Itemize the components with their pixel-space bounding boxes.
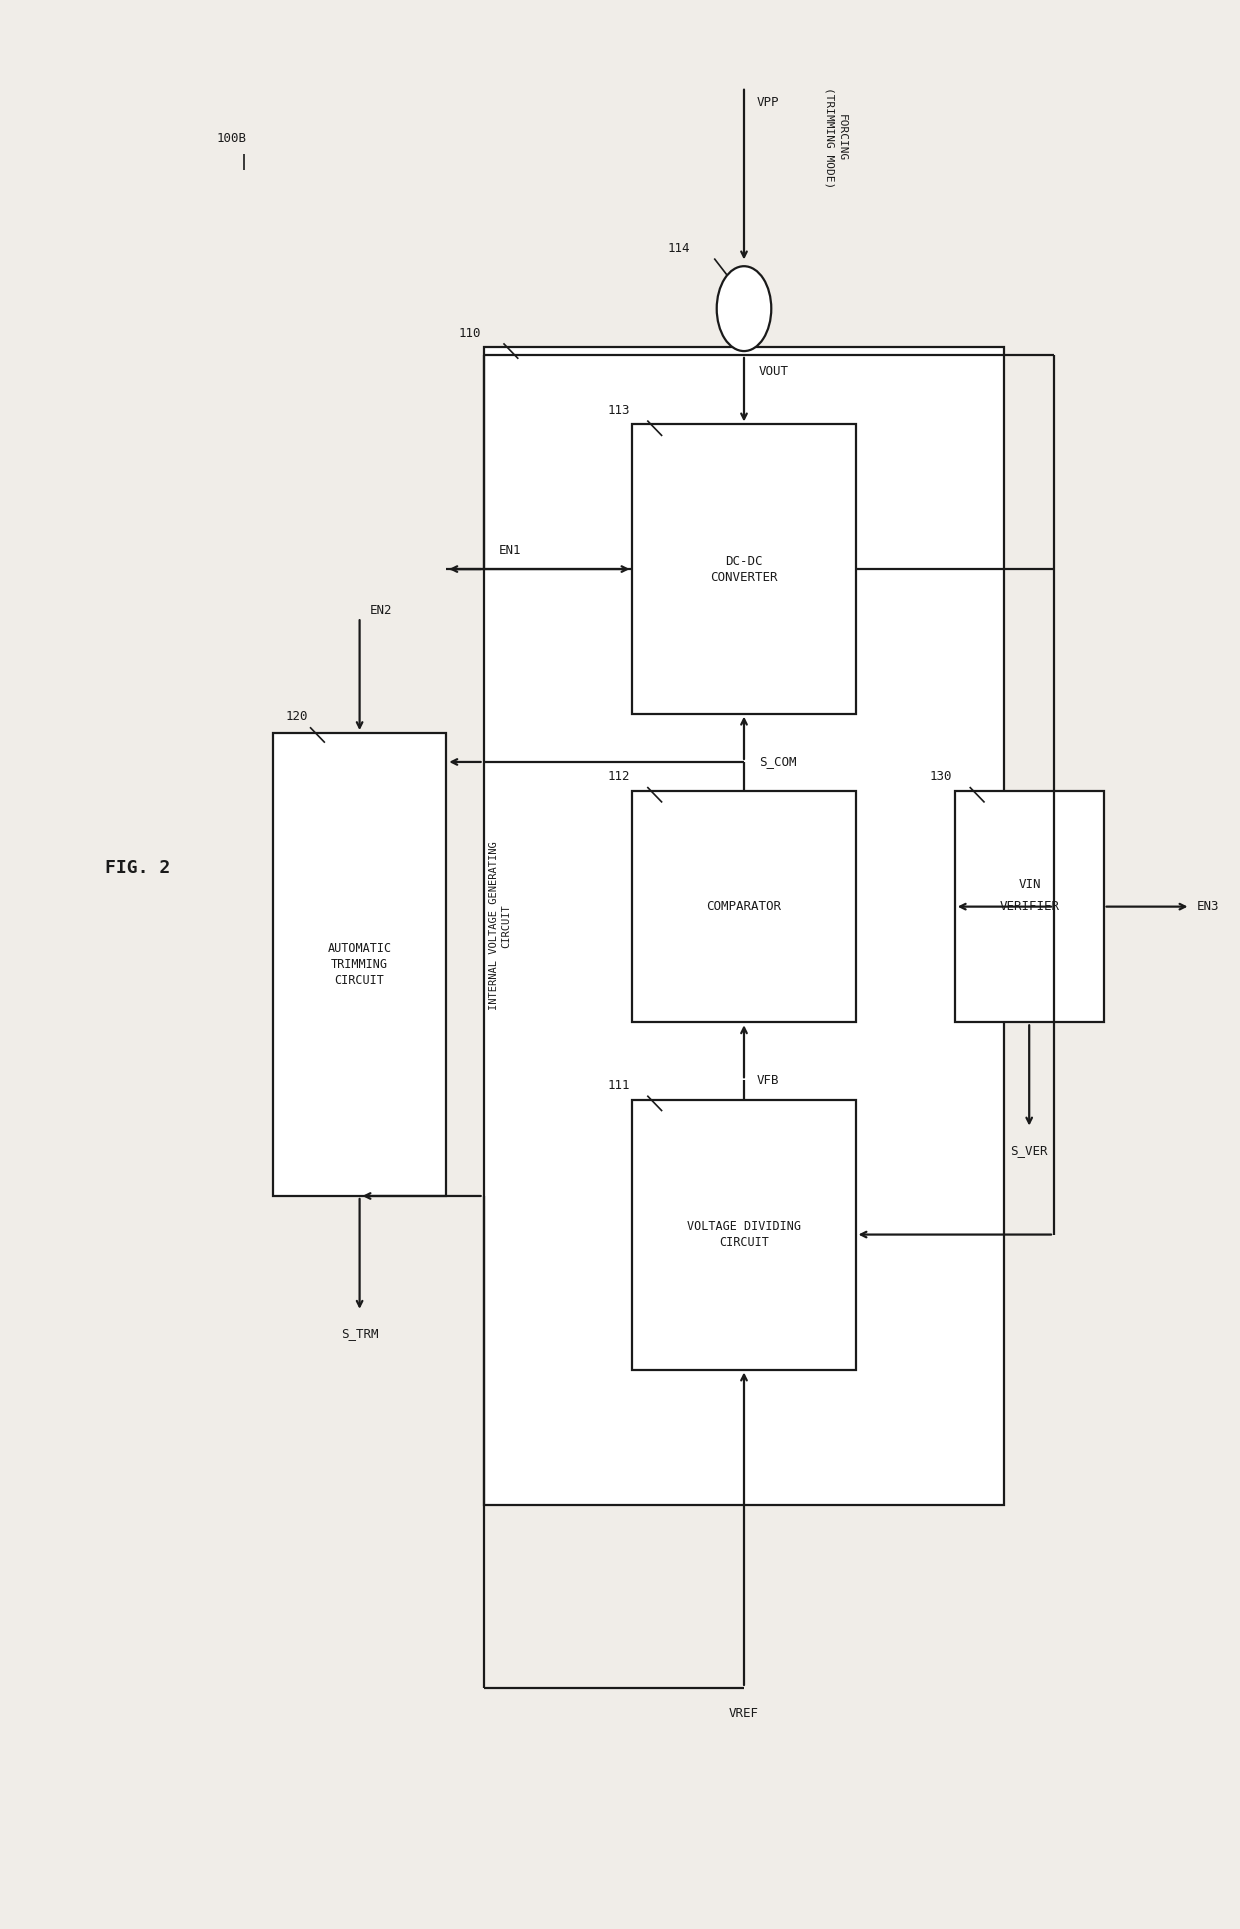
Text: EN1: EN1 [498,544,521,557]
Text: FIG. 2: FIG. 2 [105,858,171,878]
Text: FORCING
(TRIMMING MODE): FORCING (TRIMMING MODE) [825,87,847,187]
Text: COMPARATOR: COMPARATOR [707,901,781,912]
Text: AUTOMATIC
TRIMMING
CIRCUIT: AUTOMATIC TRIMMING CIRCUIT [327,941,392,988]
Text: 110: 110 [459,326,481,340]
Bar [632,424,856,714]
Text: VPP: VPP [756,96,779,110]
Bar [632,791,856,1022]
Bar [955,791,1104,1022]
Text: EN2: EN2 [370,604,392,617]
Text: EN3: EN3 [1197,901,1219,912]
Text: VIN: VIN [1019,878,1042,891]
Circle shape [717,266,771,351]
Text: S_VER: S_VER [1011,1144,1048,1157]
Text: VOUT: VOUT [759,365,789,378]
Text: S_COM: S_COM [759,756,796,768]
Text: INTERNAL VOLTAGE GENERATING
CIRCUIT: INTERNAL VOLTAGE GENERATING CIRCUIT [489,841,511,1011]
Text: VREF: VREF [729,1707,759,1721]
Text: VOLTAGE DIVIDING
CIRCUIT: VOLTAGE DIVIDING CIRCUIT [687,1219,801,1250]
Text: 120: 120 [285,710,308,723]
Text: 100B: 100B [217,131,247,145]
Text: S_TRM: S_TRM [341,1327,378,1341]
Text: VFB: VFB [756,1074,779,1086]
Text: 130: 130 [930,770,952,783]
Text: 111: 111 [608,1078,630,1092]
Bar [484,347,1004,1505]
Bar [632,1100,856,1370]
Text: 112: 112 [608,770,630,783]
Text: VERIFIER: VERIFIER [999,901,1059,912]
Text: 114: 114 [667,241,689,255]
Bar [273,733,446,1196]
Text: 113: 113 [608,403,630,417]
Text: DC-DC
CONVERTER: DC-DC CONVERTER [711,554,777,584]
